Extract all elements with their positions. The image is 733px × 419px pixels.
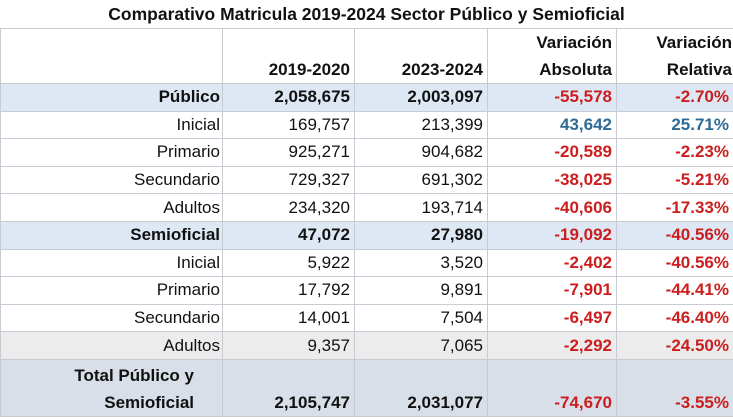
cell-rel: -2.23%	[616, 138, 733, 167]
cell-abs: -7,901	[487, 276, 617, 305]
total-label-line2: Semioficial	[104, 392, 194, 412]
cell-abs: 43,642	[487, 110, 617, 140]
cell-2019: 5,922	[222, 248, 355, 278]
row-label: Secundario	[0, 165, 223, 195]
header-abs-line2: Absoluta	[539, 60, 612, 79]
enrollment-table: 2019-2020 2023-2024 Variación Absoluta V…	[0, 28, 733, 417]
total-2023: 2,031,077	[354, 358, 488, 417]
row-label: Semioficial	[0, 220, 223, 250]
header-blank-cell	[0, 28, 223, 84]
header-2023: 2023-2024	[354, 28, 488, 84]
table-row-publico: Público 2,058,675 2,003,097 -55,578 -2.7…	[0, 83, 733, 112]
cell-2019: 234,320	[222, 193, 355, 222]
cell-rel: -40.56%	[616, 220, 733, 250]
table-row: Secundario 14,001 7,504 -6,497 -46.40%	[0, 303, 733, 333]
cell-2023: 9,891	[354, 276, 488, 305]
cell-2019: 2,058,675	[222, 83, 355, 112]
table-row: Adultos 234,320 193,714 -40,606 -17.33%	[0, 193, 733, 222]
row-label: Adultos	[0, 193, 223, 222]
total-label: Total Público y Semioficial	[0, 358, 223, 417]
table-title: Comparativo Matricula 2019-2024 Sector P…	[108, 4, 625, 24]
total-rel: -3.55%	[616, 358, 733, 417]
cell-2023: 904,682	[354, 138, 488, 167]
cell-rel: -40.56%	[616, 248, 733, 278]
cell-2023: 213,399	[354, 110, 488, 140]
cell-2023: 7,504	[354, 303, 488, 333]
table-row-total: Total Público y Semioficial 2,105,747 2,…	[0, 358, 733, 417]
cell-abs: -19,092	[487, 220, 617, 250]
cell-rel: -44.41%	[616, 276, 733, 305]
header-2019: 2019-2020	[222, 28, 355, 84]
table-row: Inicial 169,757 213,399 43,642 25.71%	[0, 110, 733, 140]
cell-2019: 729,327	[222, 165, 355, 195]
header-rel-line1: Variación	[656, 33, 732, 52]
cell-2019: 47,072	[222, 220, 355, 250]
header-row: 2019-2020 2023-2024 Variación Absoluta V…	[0, 28, 733, 84]
table-row: Inicial 5,922 3,520 -2,402 -40.56%	[0, 248, 733, 278]
cell-2023: 691,302	[354, 165, 488, 195]
table-row: Primario 925,271 904,682 -20,589 -2.23%	[0, 138, 733, 167]
cell-abs: -6,497	[487, 303, 617, 333]
cell-abs: -40,606	[487, 193, 617, 222]
row-label: Primario	[0, 138, 223, 167]
cell-abs: -2,292	[487, 331, 617, 360]
row-label: Adultos	[0, 331, 223, 360]
cell-2019: 14,001	[222, 303, 355, 333]
cell-abs: -55,578	[487, 83, 617, 112]
row-label: Público	[0, 83, 223, 112]
cell-abs: -2,402	[487, 248, 617, 278]
cell-rel: -5.21%	[616, 165, 733, 195]
total-2019: 2,105,747	[222, 358, 355, 417]
header-variacion-absoluta: Variación Absoluta	[487, 28, 617, 84]
cell-2019: 925,271	[222, 138, 355, 167]
cell-2023: 3,520	[354, 248, 488, 278]
cell-2019: 9,357	[222, 331, 355, 360]
cell-abs: -20,589	[487, 138, 617, 167]
total-label-line1: Total Público y	[74, 365, 194, 385]
total-abs: -74,670	[487, 358, 617, 417]
table-row: Secundario 729,327 691,302 -38,025 -5.21…	[0, 165, 733, 195]
table-row-semioficial: Semioficial 47,072 27,980 -19,092 -40.56…	[0, 220, 733, 250]
cell-2023: 193,714	[354, 193, 488, 222]
row-label: Secundario	[0, 303, 223, 333]
cell-2023: 27,980	[354, 220, 488, 250]
cell-rel: -24.50%	[616, 331, 733, 360]
cell-abs: -38,025	[487, 165, 617, 195]
table-row: Adultos 9,357 7,065 -2,292 -24.50%	[0, 331, 733, 360]
header-abs-line1: Variación	[536, 33, 612, 52]
cell-2023: 7,065	[354, 331, 488, 360]
cell-rel: 25.71%	[616, 110, 733, 140]
cell-2019: 169,757	[222, 110, 355, 140]
cell-rel: -2.70%	[616, 83, 733, 112]
header-rel-line2: Relativa	[666, 60, 732, 79]
header-variacion-relativa: Variación Relativa	[616, 28, 733, 84]
row-label: Inicial	[0, 248, 223, 278]
cell-2023: 2,003,097	[354, 83, 488, 112]
table-row: Primario 17,792 9,891 -7,901 -44.41%	[0, 276, 733, 305]
row-label: Inicial	[0, 110, 223, 140]
cell-rel: -46.40%	[616, 303, 733, 333]
cell-rel: -17.33%	[616, 193, 733, 222]
row-label: Primario	[0, 276, 223, 305]
cell-2019: 17,792	[222, 276, 355, 305]
